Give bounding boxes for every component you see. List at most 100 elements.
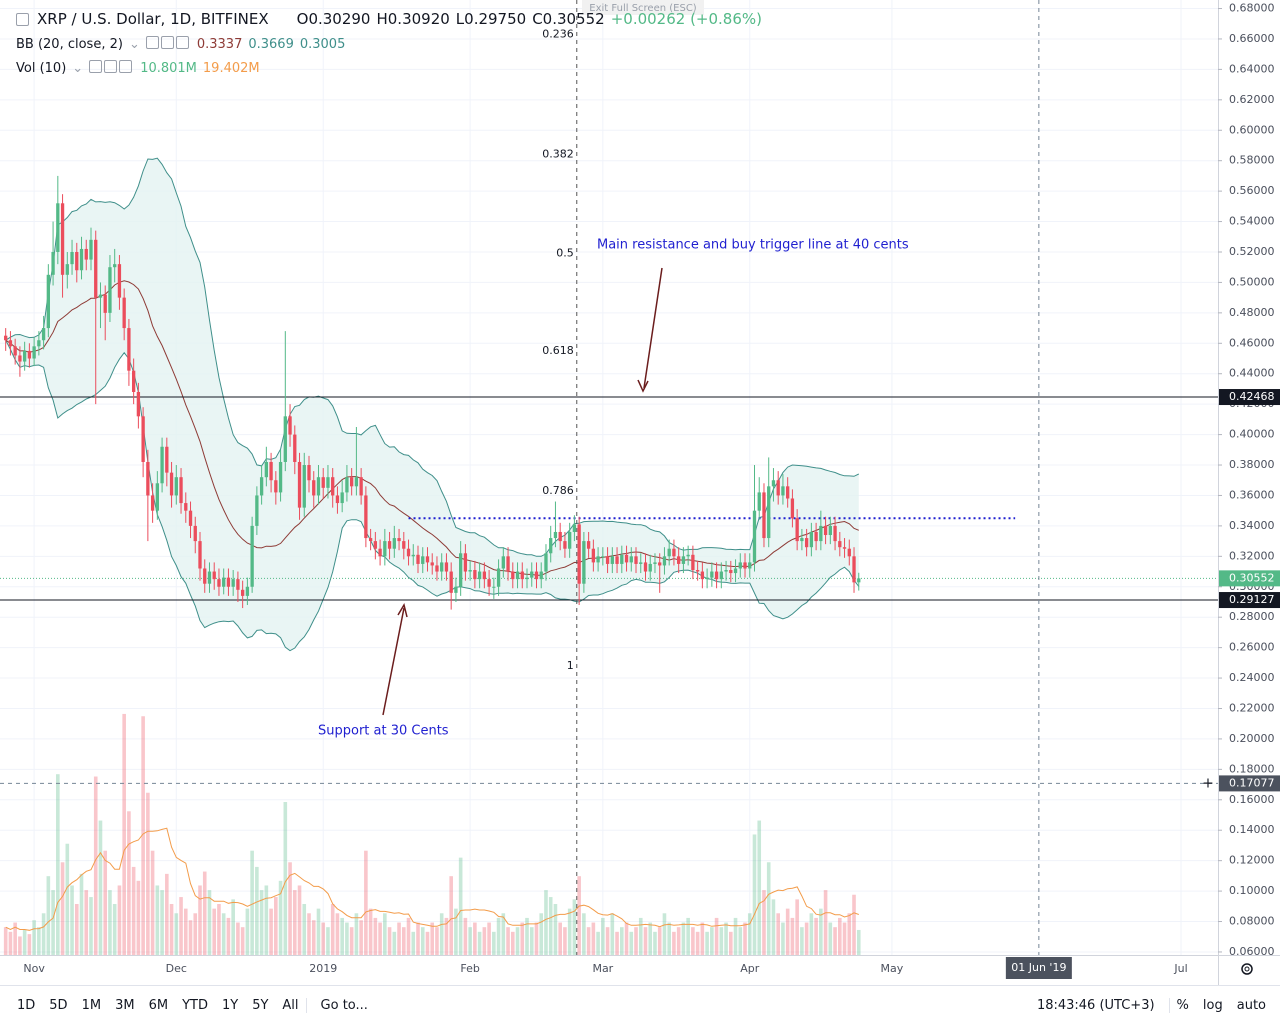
candle-body <box>454 586 458 593</box>
y-tick-label: 0.58000 <box>1229 154 1275 167</box>
candle-body <box>733 568 738 574</box>
candle-body <box>307 465 311 481</box>
candle-body <box>127 328 131 371</box>
volume-bar <box>586 927 591 955</box>
percent-button[interactable]: % <box>1176 997 1189 1013</box>
volume-bar <box>155 885 160 955</box>
volume-bar <box>577 876 581 955</box>
range-button[interactable]: 5Y <box>252 997 269 1013</box>
volume-bar <box>638 917 643 955</box>
bb-fill <box>5 158 859 651</box>
volume-bar <box>65 843 70 955</box>
range-buttons: 1D 5D 1M 3M 6M YTD 1Y 5Y All <box>0 998 306 1013</box>
crosshair-price-label: 0.17077 <box>1229 776 1275 789</box>
symbol-row: XRP / U.S. Dollar, 1D, BITFINEX O0.30290… <box>16 10 762 28</box>
range-button[interactable]: All <box>282 997 299 1013</box>
candle-body <box>430 562 434 566</box>
range-button[interactable]: YTD <box>182 997 208 1013</box>
y-tick-label: 0.18000 <box>1229 762 1275 775</box>
volume-bar <box>307 913 311 955</box>
range-button[interactable]: 6M <box>148 997 169 1013</box>
arrowhead <box>637 379 649 393</box>
bb-label: BB (20, close, 2) <box>16 37 123 52</box>
volume-bar <box>781 922 785 955</box>
volume-bar <box>510 931 515 955</box>
candle-body <box>786 486 790 499</box>
y-tick-label: 0.36000 <box>1229 488 1275 501</box>
fib-label: 1 <box>567 659 574 672</box>
volume-bar <box>800 927 804 955</box>
candle-body <box>662 556 667 566</box>
volume-bar <box>340 917 344 955</box>
candle-body <box>331 477 335 496</box>
volume-bar <box>482 927 487 955</box>
candle-body <box>368 538 373 542</box>
range-button[interactable]: 5D <box>49 997 68 1013</box>
volume-bar <box>392 931 397 955</box>
candle-body <box>103 294 107 313</box>
volume-bar <box>714 917 719 955</box>
settings-icon[interactable] <box>1241 963 1253 975</box>
range-button[interactable]: 3M <box>115 997 135 1013</box>
candle-body <box>326 477 330 488</box>
candle-body <box>804 538 809 548</box>
volume-bar <box>8 931 13 955</box>
auto-button[interactable]: auto <box>1236 997 1266 1013</box>
candle-body <box>719 571 723 580</box>
candle-body <box>349 477 354 487</box>
candle-body <box>729 570 733 574</box>
candle-body <box>477 571 482 580</box>
candle-body <box>534 571 539 580</box>
candle-body <box>459 553 463 587</box>
volume-bar <box>117 885 122 955</box>
candle-body <box>496 568 501 587</box>
candle-body <box>56 203 60 252</box>
x-tick-label: Jul <box>1173 962 1187 975</box>
volume-bar <box>743 922 747 955</box>
y-tick-label: 0.24000 <box>1229 671 1275 684</box>
log-button[interactable]: log <box>1202 997 1223 1013</box>
price-label-box <box>1219 389 1280 406</box>
y-tick-label: 0.50000 <box>1229 275 1275 288</box>
volume-bar <box>425 931 430 955</box>
candle-body <box>444 562 449 572</box>
volume-bar <box>231 899 235 955</box>
candle-body <box>274 480 278 493</box>
volume-bar <box>37 927 41 955</box>
candle-body <box>98 294 103 298</box>
volume-bar <box>98 820 103 955</box>
range-button[interactable]: 1Y <box>221 997 239 1013</box>
bb-upper <box>5 157 860 557</box>
candle-body <box>530 571 534 578</box>
volume-bar <box>93 776 98 955</box>
volume-bar <box>643 927 648 955</box>
candle-body <box>648 563 652 572</box>
volume-bar <box>629 931 634 955</box>
volume-bar <box>653 931 657 955</box>
candle-body <box>667 548 671 557</box>
volume-bar <box>297 885 302 955</box>
candle-body <box>449 571 453 593</box>
volume-bar <box>558 922 562 955</box>
range-button[interactable]: 1D <box>17 997 36 1013</box>
collapse-icon[interactable] <box>16 12 29 26</box>
candle-body <box>506 556 510 572</box>
candle-body <box>94 239 98 298</box>
y-tick-label: 0.22000 <box>1229 701 1275 714</box>
candle-body <box>79 248 84 271</box>
candle-body <box>316 477 321 496</box>
volume-bar <box>710 927 714 955</box>
candle-body <box>321 477 325 488</box>
volume-bar <box>776 913 780 955</box>
volume-bar <box>354 913 359 955</box>
candle-body <box>259 477 264 496</box>
candle-body <box>468 570 472 572</box>
candle-body <box>160 446 164 484</box>
range-button[interactable]: 1M <box>81 997 102 1013</box>
candle-body <box>406 548 411 557</box>
goto-button[interactable]: Go to... <box>305 997 375 1013</box>
candle-body <box>487 579 491 587</box>
candle-body <box>525 577 529 580</box>
candle-body <box>354 477 359 487</box>
